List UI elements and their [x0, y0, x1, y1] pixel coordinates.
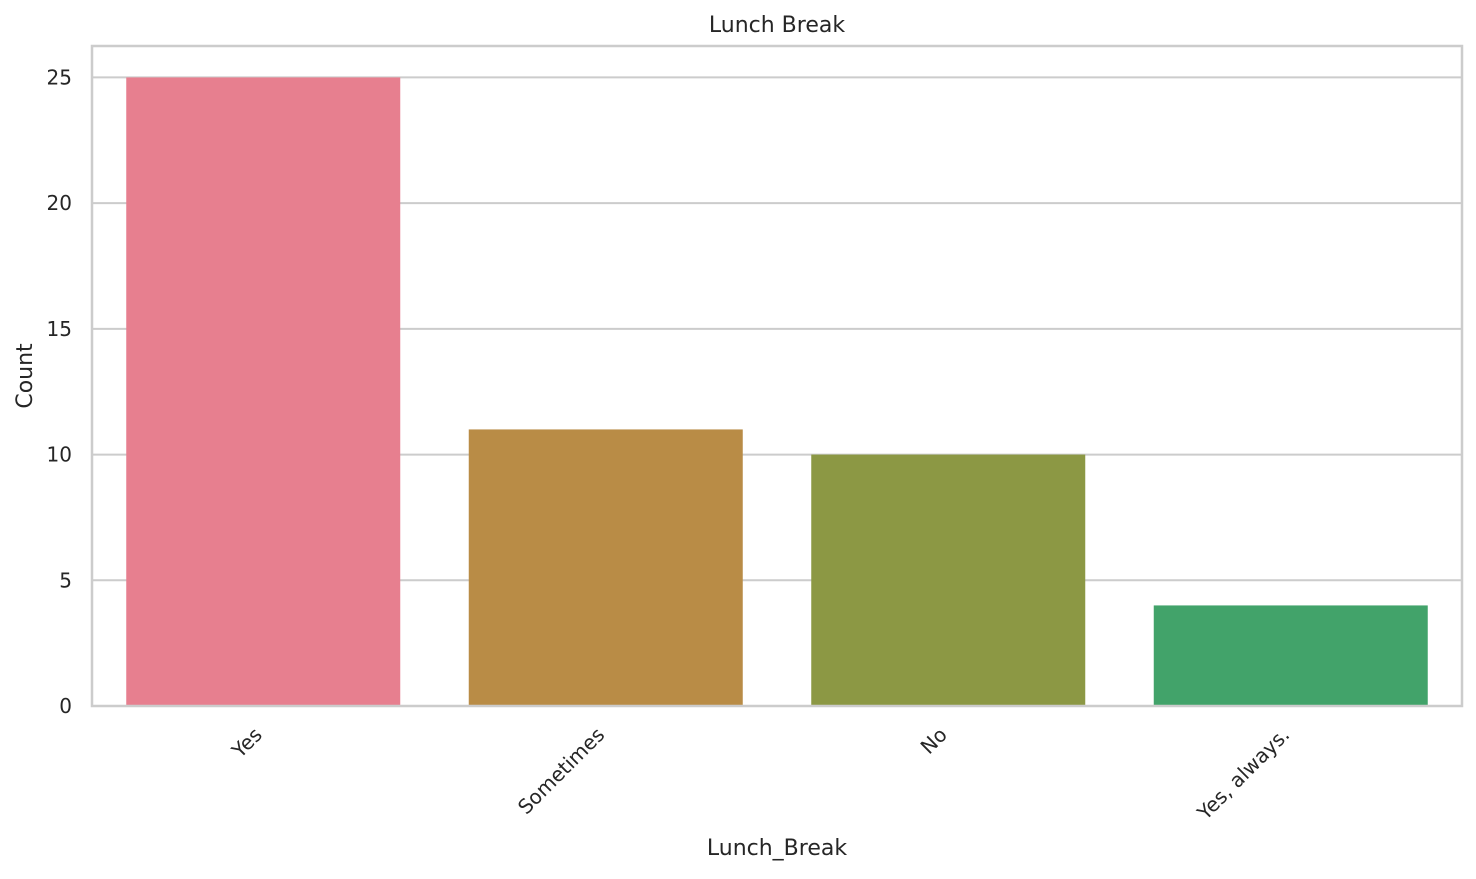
y-tick-label: 20 — [47, 191, 72, 215]
y-tick-label: 10 — [47, 443, 72, 467]
y-tick-labels: 0 5 10 15 20 25 — [47, 65, 72, 718]
y-tick-label: 0 — [59, 694, 72, 718]
chart-title: Lunch Break — [709, 13, 845, 38]
bars — [126, 77, 1428, 706]
y-tick-label: 25 — [47, 65, 72, 89]
bar-yes — [126, 77, 401, 706]
x-axis-label: Lunch_Break — [707, 836, 847, 861]
plot-frame — [90, 44, 1464, 708]
bar-yes-always — [1153, 605, 1428, 706]
y-tick-label: 5 — [59, 568, 72, 592]
x-tick-label: Sometimes — [513, 723, 609, 819]
x-tick-label: Yes, always. — [1192, 723, 1295, 826]
y-tick-label: 15 — [47, 317, 72, 341]
x-tick-label: Yes — [226, 723, 267, 764]
bar-sometimes — [468, 429, 743, 706]
bar-no — [811, 454, 1086, 706]
y-axis-label: Count — [13, 343, 38, 409]
x-tick-labels: Yes Sometimes No Yes, always. — [226, 723, 1294, 826]
x-tick-label: No — [916, 723, 952, 759]
